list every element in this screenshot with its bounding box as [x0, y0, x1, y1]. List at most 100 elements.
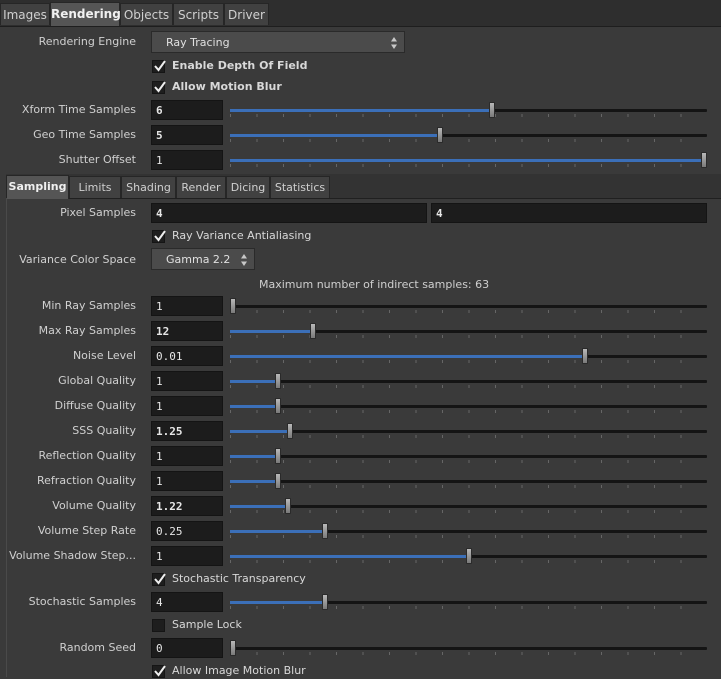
- sampling-row-field[interactable]: 1.25: [151, 421, 223, 441]
- tab-objects[interactable]: Objects: [120, 3, 173, 25]
- checkmark-icon: [154, 60, 166, 72]
- sampling-row-slider[interactable]: [230, 321, 707, 341]
- geo-time-samples-label: Geo Time Samples: [33, 128, 136, 141]
- slider-handle[interactable]: [274, 398, 281, 414]
- sampling-row-field[interactable]: 0.01: [151, 346, 223, 366]
- slider-handle[interactable]: [322, 594, 329, 610]
- sampling-row-field[interactable]: 1.22: [151, 496, 223, 516]
- tab-driver[interactable]: Driver: [224, 3, 269, 25]
- random-seed-slider[interactable]: [230, 638, 707, 658]
- sampling-row-label: Min Ray Samples: [41, 299, 136, 312]
- pixel-samples-label: Pixel Samples: [60, 206, 136, 219]
- sampling-row-field[interactable]: 0.25: [151, 521, 223, 541]
- sampling-row-label: Noise Level: [72, 349, 136, 362]
- sampling-row-slider[interactable]: [230, 496, 707, 516]
- tab-sampling[interactable]: Sampling: [6, 175, 69, 199]
- stochastic-samples-label: Stochastic Samples: [28, 595, 136, 608]
- sample-lock-label: Sample Lock: [172, 618, 242, 631]
- depth-of-field-checkbox[interactable]: [152, 60, 166, 73]
- sampling-row-slider[interactable]: [230, 521, 707, 541]
- slider-handle[interactable]: [322, 523, 329, 539]
- tab-images[interactable]: Images: [0, 3, 50, 25]
- slider-handle[interactable]: [310, 323, 317, 339]
- shutter-offset-field[interactable]: 1: [151, 150, 223, 170]
- slider-handle[interactable]: [274, 473, 281, 489]
- sampling-row-slider[interactable]: [230, 296, 707, 316]
- sampling-row-field[interactable]: 1: [151, 371, 223, 391]
- pixel-samples-y-field[interactable]: 4: [431, 203, 707, 223]
- sampling-row-slider[interactable]: [230, 471, 707, 491]
- geo-time-samples-field[interactable]: 5: [151, 125, 223, 145]
- sampling-row-label: Volume Step Rate: [37, 524, 136, 537]
- top-tab-bar: Images Rendering Objects Scripts Driver: [0, 0, 721, 27]
- rendering-engine-value: Ray Tracing: [166, 36, 230, 49]
- slider-handle[interactable]: [701, 152, 707, 168]
- geo-time-samples-slider[interactable]: [230, 125, 707, 145]
- motion-blur-checkbox[interactable]: [152, 81, 166, 94]
- stochastic-samples-slider[interactable]: [230, 592, 707, 612]
- random-seed-label: Random Seed: [59, 641, 136, 654]
- sampling-panel: [6, 198, 721, 677]
- depth-of-field-label: Enable Depth Of Field: [172, 59, 308, 72]
- rendering-engine-label: Rendering Engine: [38, 35, 136, 48]
- slider-handle[interactable]: [465, 548, 472, 564]
- xform-time-samples-label: Xform Time Samples: [21, 103, 136, 116]
- tab-shading[interactable]: Shading: [121, 176, 176, 198]
- sub-tab-bar: Sampling Limits Shading Render Dicing St…: [6, 174, 721, 199]
- slider-handle[interactable]: [274, 448, 281, 464]
- indirect-samples-info: Maximum number of indirect samples: 63: [259, 278, 490, 291]
- slider-handle[interactable]: [436, 127, 443, 143]
- sampling-row-slider[interactable]: [230, 346, 707, 366]
- sampling-row-label: Volume Shadow Step...: [9, 549, 136, 562]
- tab-scripts[interactable]: Scripts: [173, 3, 224, 25]
- sampling-row-label: Refraction Quality: [37, 474, 136, 487]
- variance-color-space-dropdown[interactable]: Gamma 2.2: [151, 248, 255, 270]
- tab-statistics[interactable]: Statistics: [270, 176, 330, 198]
- slider-handle[interactable]: [286, 423, 293, 439]
- sampling-row-field[interactable]: 1: [151, 446, 223, 466]
- variance-color-space-value: Gamma 2.2: [166, 253, 231, 266]
- sampling-row-slider[interactable]: [230, 546, 707, 566]
- slider-handle[interactable]: [274, 373, 281, 389]
- tab-render[interactable]: Render: [176, 176, 226, 198]
- slider-handle[interactable]: [285, 498, 292, 514]
- image-motion-blur-checkbox[interactable]: [152, 665, 166, 678]
- sampling-row-field[interactable]: 1: [151, 471, 223, 491]
- sampling-row-slider[interactable]: [230, 446, 707, 466]
- sampling-row-field[interactable]: 1: [151, 546, 223, 566]
- rendering-engine-dropdown[interactable]: Ray Tracing: [151, 31, 405, 53]
- sampling-row-label: Diffuse Quality: [54, 399, 136, 412]
- slider-handle[interactable]: [489, 102, 496, 118]
- sample-lock-checkbox[interactable]: [152, 619, 165, 632]
- random-seed-field[interactable]: 0: [151, 638, 223, 658]
- ray-variance-checkbox[interactable]: [152, 230, 166, 243]
- sampling-row-label: SSS Quality: [72, 424, 136, 437]
- sampling-row-field[interactable]: 1: [151, 296, 223, 316]
- xform-time-samples-slider[interactable]: [230, 100, 707, 120]
- stochastic-samples-field[interactable]: 4: [151, 592, 223, 612]
- sampling-row-field[interactable]: 1: [151, 396, 223, 416]
- xform-time-samples-field[interactable]: 6: [151, 100, 223, 120]
- sampling-row-slider[interactable]: [230, 371, 707, 391]
- sampling-row-label: Reflection Quality: [38, 449, 136, 462]
- tab-rendering[interactable]: Rendering: [50, 2, 121, 26]
- slider-handle[interactable]: [230, 298, 236, 314]
- tab-limits[interactable]: Limits: [69, 176, 121, 198]
- updown-arrows-icon: [241, 254, 247, 266]
- slider-handle[interactable]: [582, 348, 589, 364]
- checkmark-icon: [154, 665, 166, 677]
- pixel-samples-x-field[interactable]: 4: [151, 203, 427, 223]
- sampling-row-slider[interactable]: [230, 421, 707, 441]
- checkmark-icon: [154, 573, 166, 585]
- tab-dicing[interactable]: Dicing: [226, 176, 270, 198]
- sampling-row-field[interactable]: 12: [151, 321, 223, 341]
- shutter-offset-slider[interactable]: [230, 150, 707, 170]
- sampling-row-label: Max Ray Samples: [38, 324, 136, 337]
- sampling-row-label: Volume Quality: [52, 499, 136, 512]
- stochastic-transparency-checkbox[interactable]: [152, 573, 166, 586]
- sampling-row-slider[interactable]: [230, 396, 707, 416]
- shutter-offset-label: Shutter Offset: [58, 153, 136, 166]
- slider-handle[interactable]: [230, 640, 236, 656]
- stochastic-transparency-label: Stochastic Transparency: [172, 572, 306, 585]
- checkmark-icon: [154, 81, 166, 93]
